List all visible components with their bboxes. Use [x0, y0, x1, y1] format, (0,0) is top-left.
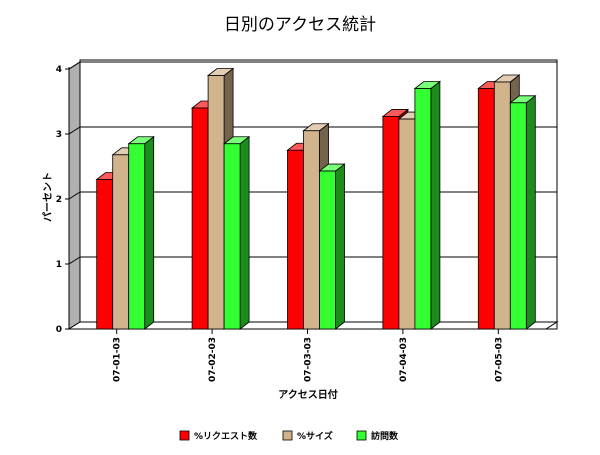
- legend-swatch: [179, 430, 190, 441]
- y-tick-label: 2: [56, 195, 62, 205]
- gridline-side: [68, 191, 81, 200]
- gridline-side: [68, 61, 81, 70]
- y-tick-label: 0: [56, 325, 62, 335]
- x-tick-label: 07-01-03: [113, 337, 123, 382]
- y-tick-label: 3: [56, 130, 62, 140]
- legend-swatch: [282, 430, 293, 441]
- bar-2-2: [318, 163, 346, 330]
- bar-3-2: [413, 80, 442, 330]
- gridline-side: [68, 256, 81, 265]
- bars-layer: [95, 67, 537, 330]
- gridline-side: [68, 126, 81, 135]
- y-tick-label: 4: [56, 65, 62, 75]
- legend: %リクエスト数 %サイズ 訪問数: [179, 430, 399, 442]
- chart-title: 日別のアクセス統計: [224, 15, 376, 35]
- legend-swatch: [356, 430, 367, 441]
- x-tick-label: 07-02-03: [208, 337, 218, 382]
- bar-0-2: [127, 135, 155, 330]
- bar-4-2: [509, 94, 537, 330]
- x-tick-label: 07-04-03: [399, 337, 409, 382]
- legend-label: %リクエスト数: [194, 430, 258, 442]
- x-axis-label: アクセス日付: [278, 388, 338, 401]
- x-tick-label: 07-03-03: [304, 337, 314, 382]
- ticks-layer: 0 1 2 3 4 07-01-03 07-02-03 07-03-03 07-04-03 07-…: [56, 65, 505, 382]
- y-axis-label: パーセント: [42, 172, 54, 222]
- x-tick-label: 07-05-03: [494, 337, 504, 382]
- y-tick-label: 1: [56, 260, 62, 270]
- legend-label: 訪問数: [371, 430, 399, 442]
- legend-label: %サイズ: [297, 430, 333, 442]
- bar-1-2: [222, 135, 251, 330]
